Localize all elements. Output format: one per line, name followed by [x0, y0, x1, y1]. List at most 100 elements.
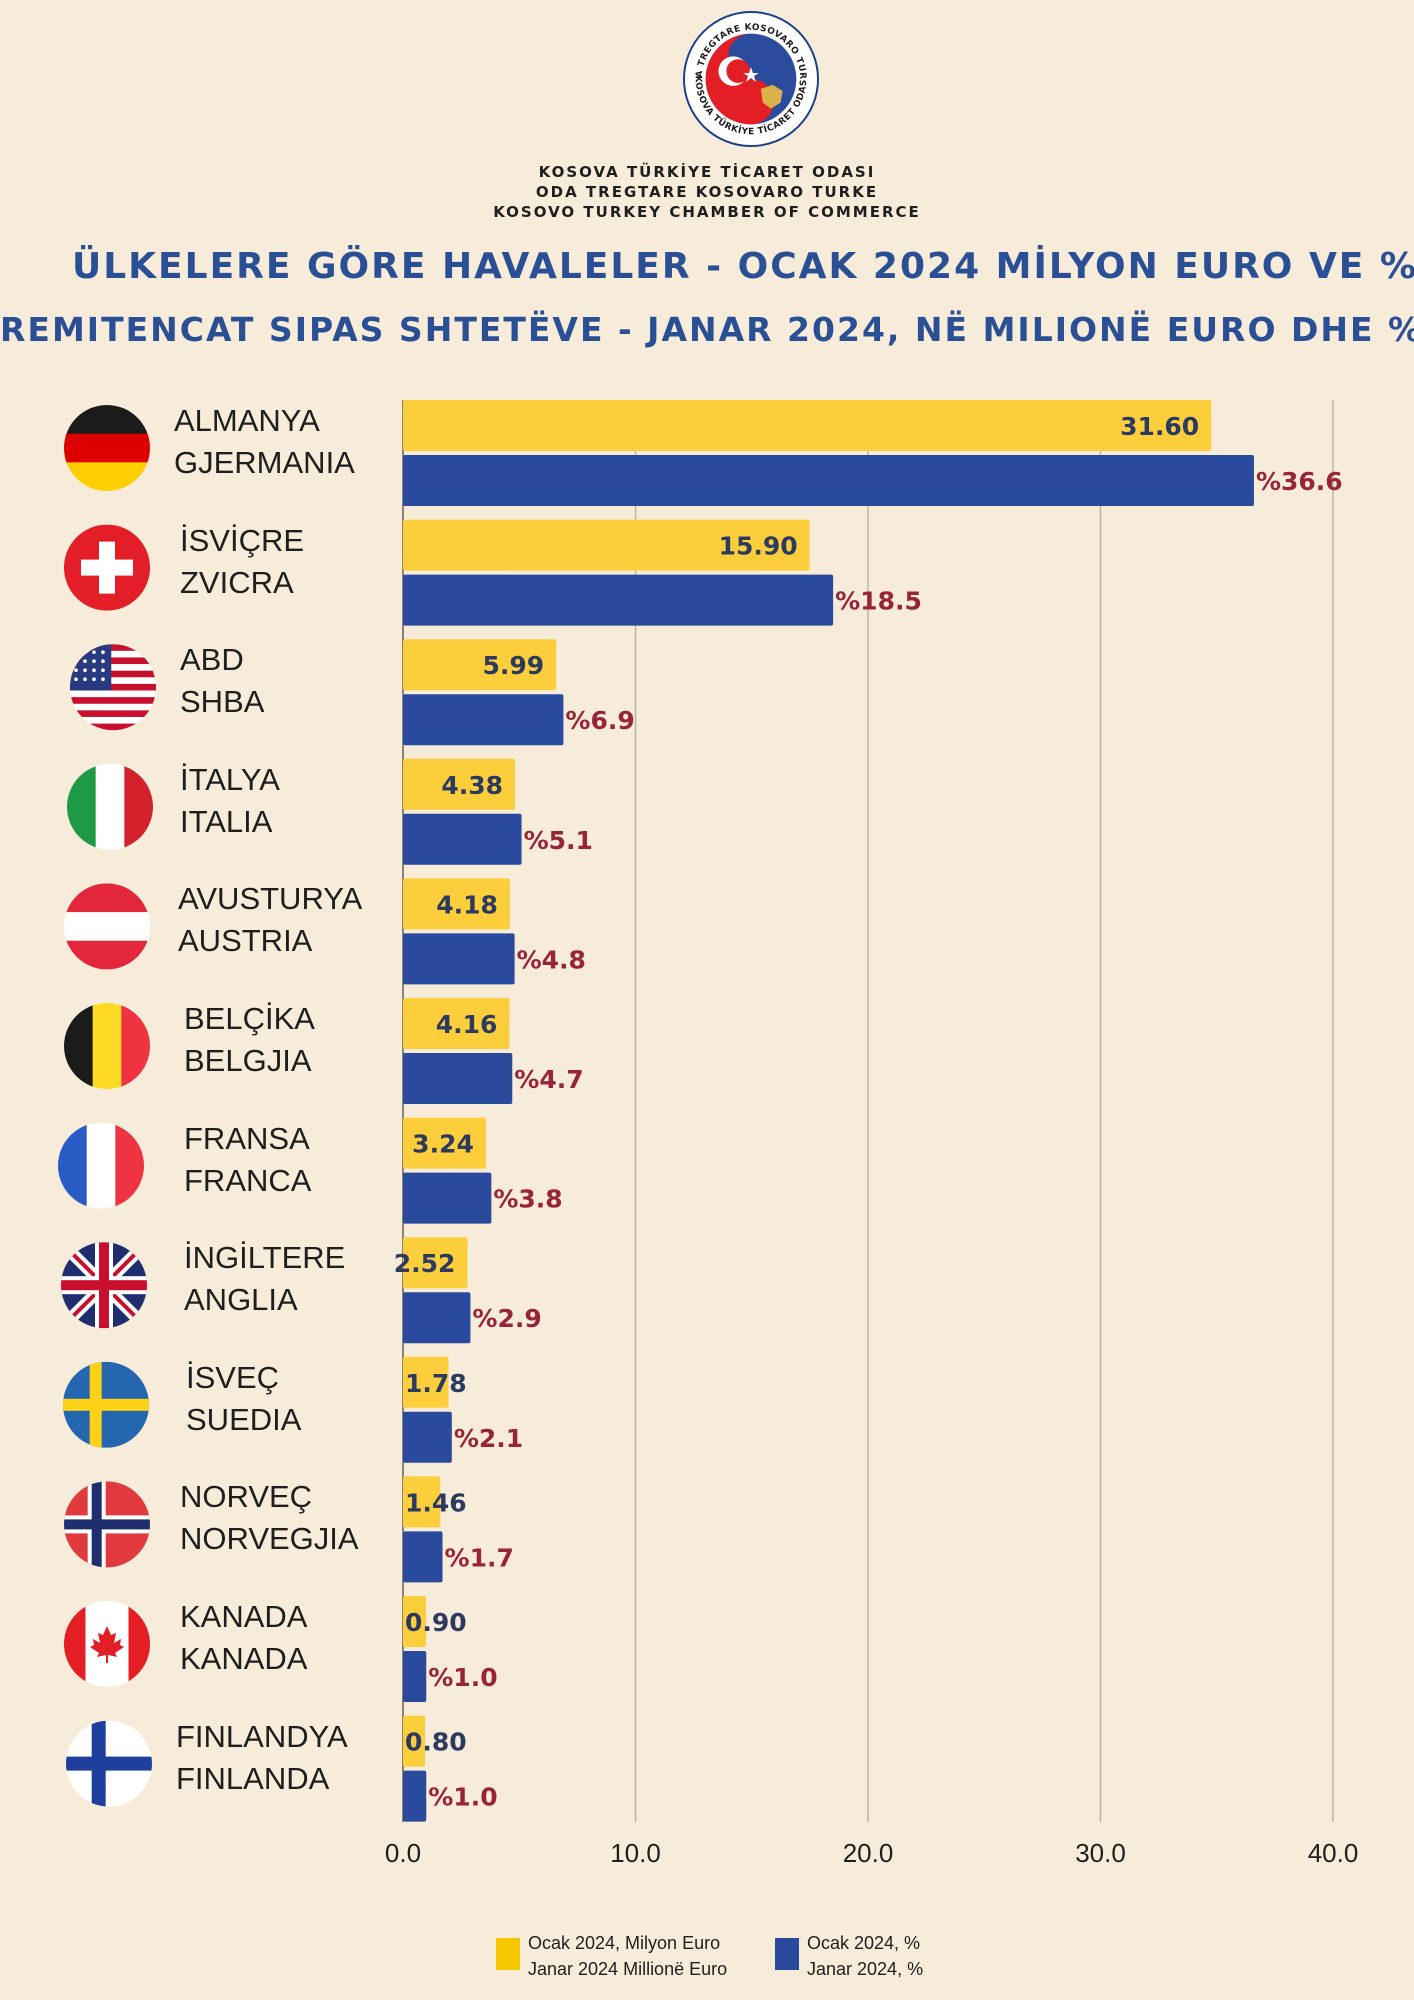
austria-flag-icon — [64, 883, 150, 970]
legend-percent-swatch — [775, 1938, 799, 1970]
bar-percent-6 — [403, 1172, 492, 1224]
data-label-percent-9: %1.7 — [445, 1543, 514, 1572]
chart-title-sq: REMITENCAT SIPAS SHTETËVE - JANAR 2024, … — [0, 310, 1414, 349]
data-label-percent-10: %1.0 — [428, 1663, 497, 1692]
bar-percent-9 — [403, 1531, 443, 1583]
bar-million-1 — [403, 519, 810, 571]
bar-percent-1 — [403, 574, 834, 626]
bar-million-8 — [403, 1356, 449, 1408]
country-name-sq-2: SHBA — [180, 684, 265, 720]
country-name-tr-10: KANADA — [180, 1599, 308, 1634]
data-label-percent-11: %1.0 — [428, 1783, 497, 1812]
bar-percent-10 — [403, 1651, 427, 1702]
org-name-tr: KOSOVA TÜRKİYE TİCARET ODASI — [538, 163, 876, 181]
bar-percent-4 — [403, 933, 515, 985]
data-label-million-2: 5.99 — [483, 651, 545, 680]
data-label-percent-6: %3.8 — [493, 1185, 562, 1214]
bar-percent-5 — [403, 1053, 513, 1104]
country-name-tr-4: AVUSTURYA — [178, 881, 363, 917]
data-label-million-11: 0.80 — [405, 1728, 467, 1757]
data-label-percent-1: %18.5 — [835, 587, 922, 616]
country-name-tr-8: İSVEÇ — [186, 1359, 280, 1395]
bar-percent-8 — [403, 1411, 452, 1463]
legend-million: Ocak 2024, Milyon Euro Janar 2024 Millio… — [496, 1930, 728, 1982]
usa-flag-icon — [70, 644, 156, 731]
italy-flag-icon — [67, 763, 153, 850]
country-name-tr-7: İNGİLTERE — [184, 1240, 346, 1276]
bar-percent-11 — [403, 1770, 427, 1822]
country-name-tr-0: ALMANYA — [174, 403, 320, 438]
bar-million-5 — [403, 998, 510, 1049]
legend-percent-tr: Ocak 2024, % — [807, 1933, 921, 1953]
x-tick-label: 0.0 — [385, 1838, 421, 1868]
bar-million-10 — [403, 1596, 427, 1647]
data-label-percent-4: %4.8 — [517, 945, 586, 974]
x-tick-label: 20.0 — [843, 1838, 894, 1868]
country-name-tr-3: İTALYA — [180, 761, 280, 797]
legend-percent: Ocak 2024, % Janar 2024, % — [775, 1930, 924, 1982]
x-tick-label: 30.0 — [1075, 1838, 1126, 1868]
country-name-sq-9: NORVEGJIA — [180, 1521, 359, 1557]
country-name-sq-4: AUSTRIA — [178, 923, 313, 959]
bar-percent-7 — [403, 1292, 471, 1344]
chamber-logo: ODA TREGTARE KOSOVARO TURKE KOSOVA TÜRKİ… — [682, 10, 820, 148]
bar-million-11 — [403, 1715, 425, 1767]
france-flag-icon — [58, 1122, 144, 1209]
country-name-sq-1: ZVICRA — [180, 564, 294, 600]
country-name-sq-5: BELGJIA — [184, 1043, 312, 1078]
country-name-tr-9: NORVEÇ — [180, 1479, 313, 1515]
data-label-million-4: 4.18 — [436, 890, 498, 919]
data-label-million-8: 1.78 — [405, 1369, 467, 1398]
legend-million-swatch — [496, 1938, 520, 1970]
sweden-flag-icon — [63, 1361, 149, 1448]
org-name-en: KOSOVO TURKEY CHAMBER OF COMMERCE — [493, 203, 921, 221]
bar-percent-3 — [403, 813, 522, 865]
bar-million-7 — [403, 1237, 468, 1289]
data-label-percent-3: %5.1 — [524, 826, 593, 855]
data-label-percent-8: %2.1 — [454, 1424, 523, 1453]
data-label-percent-2: %6.9 — [565, 706, 634, 735]
bar-million-4 — [403, 878, 510, 930]
x-tick-label: 10.0 — [610, 1838, 661, 1868]
data-label-percent-0: %36.6 — [1256, 467, 1343, 496]
data-label-percent-5: %4.7 — [514, 1065, 583, 1094]
country-name-sq-10: KANADA — [180, 1641, 308, 1676]
data-label-million-6: 3.24 — [412, 1130, 474, 1159]
data-label-percent-7: %2.9 — [472, 1304, 541, 1333]
country-name-tr-6: FRANSA — [184, 1120, 310, 1156]
data-label-million-0: 31.60 — [1120, 412, 1199, 441]
org-name-sq: ODA TREGTARE KOSOVARO TURKE — [535, 183, 879, 201]
germany-flag-icon — [64, 405, 150, 491]
bar-million-6 — [403, 1117, 486, 1169]
data-label-million-3: 4.38 — [441, 771, 503, 800]
data-label-million-9: 1.46 — [405, 1488, 467, 1517]
country-name-tr-5: BELÇİKA — [184, 1001, 315, 1036]
country-name-sq-0: GJERMANIA — [174, 445, 355, 480]
canada-flag-icon — [64, 1601, 150, 1687]
data-label-million-7: 2.52 — [394, 1249, 456, 1278]
finland-flag-icon — [66, 1720, 152, 1807]
belgium-flag-icon — [64, 1003, 150, 1089]
remittances-chart: 0.0 10.0 20.0 30.0 40.0 31.60 %36.6 15.90 %18.5 5… — [58, 400, 1359, 1868]
legend-percent-sq: Janar 2024, % — [807, 1959, 924, 1979]
bar-million-2 — [403, 639, 557, 691]
bar-million-0 — [403, 400, 1212, 451]
country-name-sq-3: ITALIA — [180, 803, 273, 839]
bar-million-9 — [403, 1476, 441, 1528]
country-name-tr-2: ABD — [180, 642, 244, 678]
uk-flag-icon — [61, 1242, 147, 1329]
country-name-sq-7: ANGLIA — [184, 1282, 298, 1318]
data-label-million-1: 15.90 — [719, 532, 798, 561]
chart-title-tr: ÜLKELERE GÖRE HAVALELER - OCAK 2024 MİLY… — [71, 246, 1414, 287]
bar-percent-2 — [403, 694, 564, 746]
legend-million-tr: Ocak 2024, Milyon Euro — [528, 1933, 721, 1953]
legend-million-sq: Janar 2024 Millionë Euro — [528, 1959, 728, 1979]
norway-flag-icon — [64, 1481, 150, 1568]
x-tick-label: 40.0 — [1308, 1838, 1359, 1868]
data-label-million-10: 0.90 — [405, 1608, 467, 1637]
data-label-million-5: 4.16 — [436, 1010, 498, 1039]
country-name-tr-1: İSVİÇRE — [180, 522, 305, 558]
country-name-sq-8: SUEDIA — [186, 1401, 302, 1437]
bar-percent-0 — [403, 455, 1254, 506]
country-name-tr-11: FINLANDYA — [176, 1718, 348, 1754]
